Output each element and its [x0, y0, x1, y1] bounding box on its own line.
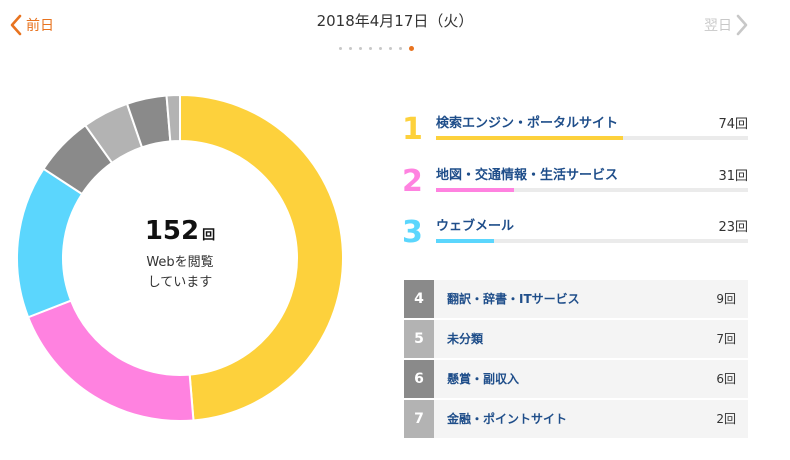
rank-number: 1: [402, 112, 423, 147]
rank-number: 3: [402, 215, 423, 250]
page-dot: [389, 47, 392, 50]
visit-count: 31回: [718, 169, 748, 184]
category-name: 懸賞・副収入: [447, 372, 520, 386]
page-dot: [399, 47, 402, 50]
category-name: 金融・ポイントサイト: [447, 412, 568, 426]
rank-number: 4: [404, 280, 434, 318]
rank-number: 2: [402, 164, 423, 199]
page-dot-active: [409, 46, 414, 51]
bar-fill: [436, 188, 515, 192]
rank-number: 5: [404, 320, 434, 358]
rank-number: 6: [404, 360, 434, 398]
donut-slice-2: [26, 299, 195, 422]
donut-slice-3: [16, 167, 84, 319]
ranking-item[interactable]: 5 未分類 7回: [404, 320, 748, 358]
page-indicator: [339, 46, 421, 51]
visit-count: 74回: [718, 117, 748, 132]
visit-count: 2回: [716, 412, 736, 426]
chevron-right-icon: [736, 14, 748, 36]
bar-track: [436, 239, 748, 243]
page-dot: [359, 47, 362, 50]
bar-track: [436, 188, 748, 192]
page-dot: [369, 47, 372, 50]
category-name: 地図・交通情報・生活サービス: [436, 168, 619, 183]
visit-count: 23回: [718, 220, 748, 235]
total-count: 152 回: [100, 216, 260, 246]
ranking-item[interactable]: 7 金融・ポイントサイト 2回: [404, 400, 748, 438]
ranking-item[interactable]: 4 翻訳・辞書・ITサービス 9回: [404, 280, 748, 318]
category-name: ウェブメール: [436, 219, 515, 234]
bar-fill: [436, 239, 495, 243]
category-name: 未分類: [447, 332, 484, 346]
summary-caption: Webを閲覧 しています: [100, 253, 260, 293]
visit-count: 7回: [716, 332, 736, 346]
summary-line-1: Webを閲覧: [146, 255, 214, 270]
ranking-item[interactable]: 3 ウェブメール 23回: [402, 213, 748, 253]
category-name: 検索エンジン・ポータルサイト: [436, 116, 619, 131]
visit-count: 6回: [716, 372, 736, 386]
total-number: 152: [144, 216, 200, 246]
total-unit: 回: [202, 228, 216, 243]
donut-slice-1: [179, 93, 344, 422]
bar-track: [436, 136, 748, 140]
prev-day-label: 前日: [26, 18, 54, 34]
page-dot: [349, 47, 352, 50]
donut-chart: [16, 93, 344, 422]
prev-day-button[interactable]: 前日: [10, 12, 54, 38]
ranking-item[interactable]: 6 懸賞・副収入 6回: [404, 360, 748, 398]
ranking-item[interactable]: 1 検索エンジン・ポータルサイト 74回: [402, 110, 748, 150]
page-dot: [379, 47, 382, 50]
chevron-left-icon: [10, 14, 22, 36]
visit-count: 9回: [716, 292, 736, 306]
rank-number: 7: [404, 400, 434, 438]
page-dot: [339, 47, 342, 50]
next-day-button: 翌日: [704, 12, 748, 38]
bar-fill: [436, 136, 624, 140]
ranking-item[interactable]: 2 地図・交通情報・生活サービス 31回: [402, 162, 748, 202]
category-name: 翻訳・辞書・ITサービス: [447, 292, 580, 306]
donut-slice-7: [165, 93, 181, 143]
summary-line-2: しています: [147, 275, 213, 290]
date-title: 2018年4月17日（火）: [316, 12, 474, 30]
next-day-label: 翌日: [704, 18, 732, 34]
